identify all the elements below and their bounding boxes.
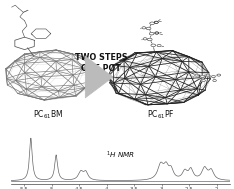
Circle shape bbox=[217, 74, 221, 76]
Text: ONE POT: ONE POT bbox=[81, 64, 121, 73]
Circle shape bbox=[146, 27, 151, 30]
FancyArrowPatch shape bbox=[85, 56, 113, 98]
Circle shape bbox=[155, 32, 159, 34]
Circle shape bbox=[154, 21, 158, 23]
Circle shape bbox=[147, 38, 152, 41]
Text: PC$_{61}$PF: PC$_{61}$PF bbox=[146, 108, 174, 121]
Circle shape bbox=[154, 21, 158, 23]
Circle shape bbox=[206, 74, 210, 76]
Circle shape bbox=[157, 44, 161, 47]
Circle shape bbox=[201, 76, 204, 78]
Text: $^1$H NMR: $^1$H NMR bbox=[106, 149, 135, 161]
Circle shape bbox=[151, 44, 156, 47]
Circle shape bbox=[195, 74, 198, 76]
Text: PC$_{61}$BM: PC$_{61}$BM bbox=[33, 108, 63, 121]
Circle shape bbox=[202, 80, 205, 81]
Circle shape bbox=[149, 32, 154, 35]
Circle shape bbox=[143, 38, 147, 40]
Circle shape bbox=[213, 80, 216, 81]
Circle shape bbox=[142, 27, 146, 29]
Circle shape bbox=[155, 32, 159, 34]
Circle shape bbox=[212, 76, 215, 78]
Circle shape bbox=[150, 22, 154, 25]
Text: TWO STEPS: TWO STEPS bbox=[75, 53, 127, 62]
